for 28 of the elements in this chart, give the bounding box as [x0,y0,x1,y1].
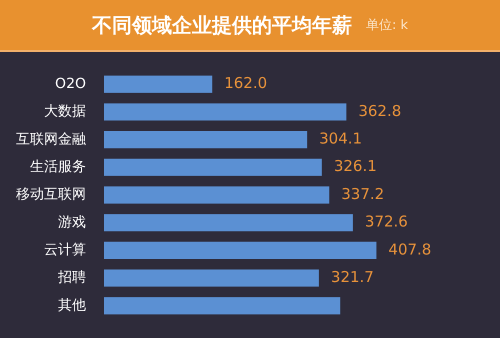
data-label: 362.8 [358,102,402,120]
y-tick-label: 移动互联网 [16,186,86,203]
bar [104,131,308,148]
data-label: 321.7 [330,268,374,286]
bar [104,214,353,232]
y-tick-label: 招聘 [57,270,86,286]
data-label: 337.2 [341,184,384,203]
y-tick-label: 游戏 [58,214,86,230]
bar [104,103,346,121]
data-label: 326.1 [334,157,377,176]
y-tick-label: O2O [55,76,86,92]
bar [104,297,340,314]
y-tick-label: 其他 [58,297,86,314]
y-tick-label: 大数据 [44,104,86,120]
y-tick-label: 互联网金融 [16,131,86,148]
bar [104,242,376,259]
bar [104,158,322,176]
y-tick-label: 生活服务 [30,158,86,175]
data-label: 407.8 [388,240,432,258]
data-label: 162.0 [224,74,268,92]
bar [104,269,319,287]
chart-title: 不同领域企业提供的平均年薪 [92,12,352,38]
bar [104,76,212,93]
bar [104,186,330,204]
y-tick-label: 云计算 [44,242,86,258]
data-label: 372.6 [364,212,408,231]
data-label: 304.1 [319,130,362,148]
chart-subtitle: 单位: k [366,17,408,34]
